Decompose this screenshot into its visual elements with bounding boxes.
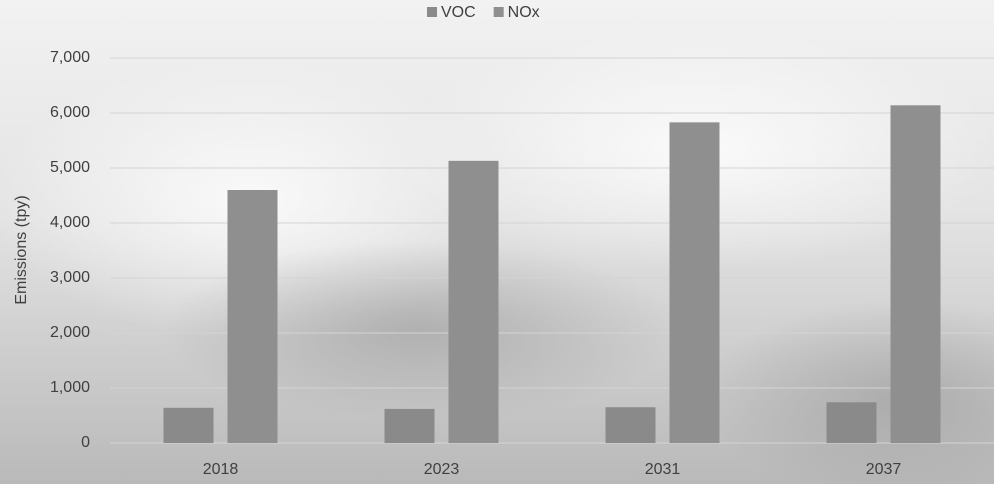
- y-tick-label: 2,000: [50, 324, 90, 341]
- bar: [890, 105, 941, 444]
- bar: [605, 407, 656, 443]
- legend-swatch: [427, 7, 437, 17]
- legend-label: VOC: [441, 4, 476, 21]
- y-tick-label: 0: [81, 434, 90, 451]
- y-tick-label: 3,000: [50, 269, 90, 286]
- legend-swatch: [493, 7, 504, 17]
- y-tick-label: 6,000: [50, 104, 90, 121]
- y-tick-label: 4,000: [50, 214, 90, 231]
- x-tick-label: 2031: [645, 461, 681, 478]
- bar: [384, 408, 435, 443]
- y-axis-label: Emissions (tpy): [13, 195, 30, 304]
- x-tick-label: 2023: [424, 461, 460, 478]
- legend: VOC NOx: [427, 4, 540, 21]
- y-tick-label: 1,000: [50, 379, 90, 396]
- bar: [227, 190, 278, 443]
- bar: [448, 160, 499, 443]
- x-tick-label: 2037: [866, 461, 902, 478]
- y-tick-label: 7,000: [50, 49, 90, 66]
- cloud-shadow: [160, 240, 680, 420]
- y-tick-label: 5,000: [50, 159, 90, 176]
- legend-label: NOx: [508, 4, 540, 21]
- x-tick-label: 2018: [203, 461, 239, 478]
- bar: [163, 407, 214, 443]
- bar: [669, 122, 720, 443]
- bar: [826, 402, 877, 443]
